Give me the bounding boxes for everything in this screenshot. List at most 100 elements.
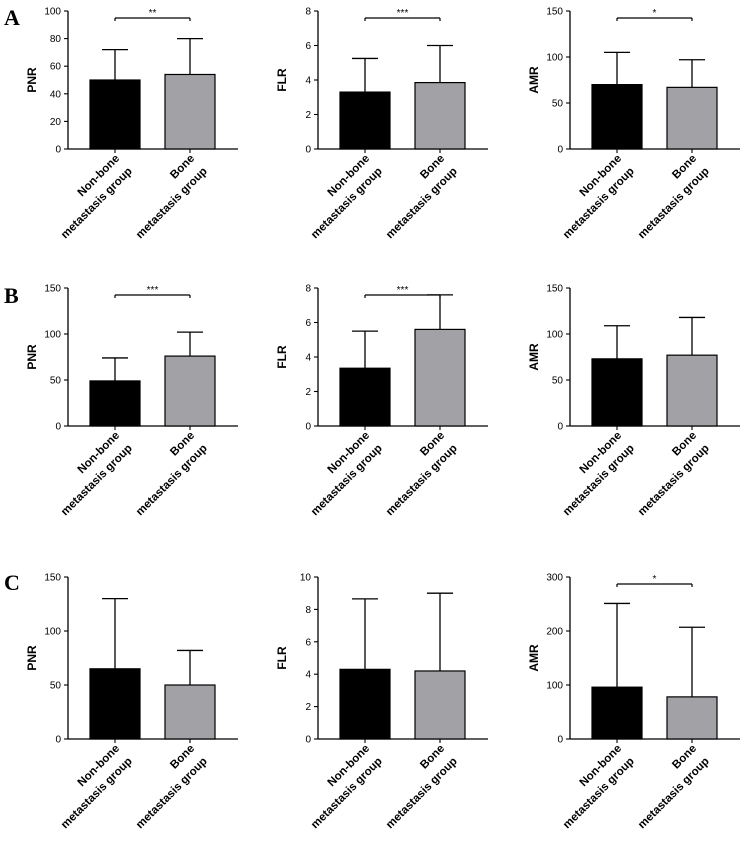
y-tick-label: 0 (55, 422, 61, 433)
bar (89, 79, 141, 150)
y-tick-label: 0 (55, 735, 61, 746)
y-tick-label: 100 (44, 7, 61, 18)
bar (666, 696, 718, 740)
bar (339, 367, 391, 427)
bar (164, 684, 216, 740)
bar (89, 380, 141, 427)
y-tick-label: 4 (305, 353, 311, 364)
y-tick-label: 40 (50, 89, 62, 100)
y-tick-label: 100 (546, 681, 563, 692)
y-tick-label: 0 (557, 422, 563, 433)
bar (339, 91, 391, 150)
y-tick-label: 6 (305, 41, 311, 52)
bar (89, 668, 141, 740)
y-tick-label: 2 (305, 702, 311, 713)
y-tick-label: 50 (50, 681, 62, 692)
y-axis-title: AMR (527, 343, 541, 371)
y-tick-label: 4 (305, 670, 311, 681)
y-tick-label: 50 (552, 376, 564, 387)
bar (591, 686, 643, 740)
significance-label: * (653, 574, 657, 585)
y-axis-title: AMR (527, 644, 541, 672)
y-tick-label: 0 (305, 145, 311, 156)
y-tick-label: 50 (552, 99, 564, 110)
panel-letter-b: B (4, 283, 19, 308)
significance-label: *** (397, 285, 409, 296)
y-tick-label: 100 (44, 627, 61, 638)
y-tick-label: 150 (44, 573, 61, 584)
y-axis-title: FLR (275, 68, 289, 92)
bar (591, 358, 643, 427)
bar (414, 670, 466, 740)
y-tick-label: 0 (557, 735, 563, 746)
bar (666, 354, 718, 427)
significance-label: ** (149, 8, 157, 19)
y-tick-label: 100 (44, 330, 61, 341)
y-axis-title: FLR (275, 646, 289, 670)
y-tick-label: 6 (305, 318, 311, 329)
panel-letter-a: A (4, 5, 20, 30)
bar (666, 86, 718, 150)
y-tick-label: 200 (546, 627, 563, 638)
significance-label: *** (397, 8, 409, 19)
significance-label: * (653, 8, 657, 19)
y-tick-label: 100 (546, 53, 563, 64)
y-tick-label: 50 (50, 376, 62, 387)
y-tick-label: 0 (305, 735, 311, 746)
y-tick-label: 8 (305, 284, 311, 295)
y-tick-label: 6 (305, 637, 311, 648)
significance-label: *** (147, 285, 159, 296)
bar (591, 83, 643, 150)
y-tick-label: 4 (305, 76, 311, 87)
y-tick-label: 300 (546, 573, 563, 584)
y-tick-label: 2 (305, 110, 311, 121)
y-tick-label: 80 (50, 34, 62, 45)
y-axis-title: PNR (25, 67, 39, 93)
y-tick-label: 0 (305, 422, 311, 433)
y-tick-label: 20 (50, 117, 62, 128)
bar (164, 355, 216, 427)
bar (414, 328, 466, 427)
y-tick-label: 150 (44, 284, 61, 295)
y-tick-label: 150 (546, 7, 563, 18)
bar (164, 73, 216, 150)
y-axis-title: PNR (25, 344, 39, 370)
y-tick-label: 60 (50, 62, 62, 73)
y-tick-label: 8 (305, 7, 311, 18)
y-tick-label: 2 (305, 387, 311, 398)
y-tick-label: 150 (546, 284, 563, 295)
y-tick-label: 8 (305, 605, 311, 616)
y-tick-label: 10 (300, 573, 312, 584)
bar (414, 81, 466, 150)
y-tick-label: 0 (55, 145, 61, 156)
panel-letter-c: C (4, 570, 20, 595)
